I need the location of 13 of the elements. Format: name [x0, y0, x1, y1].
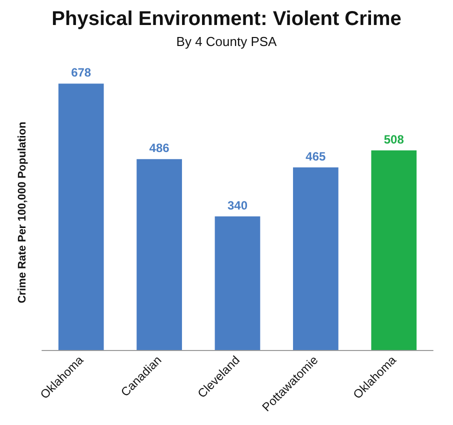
data-label: 508 [384, 132, 404, 146]
data-label: 678 [71, 66, 92, 80]
bar [293, 167, 338, 350]
data-label: 340 [227, 198, 248, 212]
bar [136, 159, 182, 350]
chart-subtitle: By 4 County PSA [176, 34, 278, 49]
chart-title: Physical Environment: Violent Crime [52, 8, 402, 30]
bar [371, 150, 417, 350]
bar [58, 84, 104, 350]
bar [214, 216, 260, 350]
y-axis-title: Crime Rate Per 100,000 Population [16, 121, 28, 304]
data-label: 465 [306, 149, 326, 164]
data-label: 486 [149, 141, 170, 156]
